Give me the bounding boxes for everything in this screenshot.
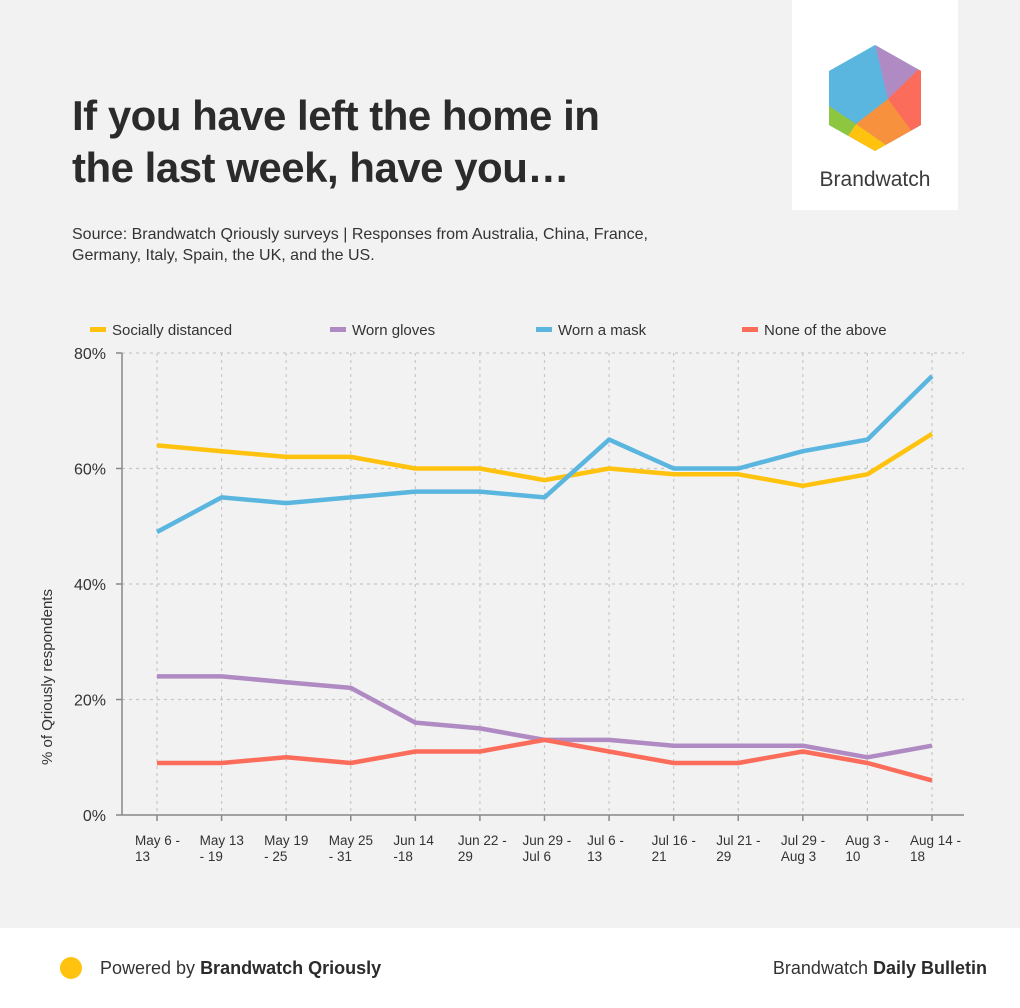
x-tick-label-line: 10 <box>845 849 860 864</box>
x-tick-label-3: May 25- 31 <box>329 833 373 864</box>
x-tick-label-line: - 19 <box>200 849 223 864</box>
x-tick-label-line: Aug 14 - <box>910 833 961 848</box>
y-tick-labels: 0% 20% 40% 60% 80% <box>74 346 106 825</box>
x-tick-label-line: Aug 3 <box>781 849 816 864</box>
x-tick-label-line: Jun 14 <box>393 833 434 848</box>
legend-label-1: Worn gloves <box>352 322 435 339</box>
x-tick-label-line: Jul 16 - <box>652 833 696 848</box>
x-tick-label-line: 21 <box>652 849 667 864</box>
x-tick-label-2: May 19- 25 <box>264 833 308 864</box>
chart-series <box>155 374 934 783</box>
bulletin-prefix: Brandwatch <box>772 958 873 978</box>
x-tick-label-9: Jul 21 -29 <box>716 833 760 864</box>
line-chart: Socially distanced Worn gloves Worn a mask… <box>39 322 964 864</box>
x-tick-label-6: Jun 29 -Jul 6 <box>523 833 572 864</box>
x-tick-label-line: 18 <box>910 849 925 864</box>
series-line-none-of-the-above <box>157 737 933 783</box>
x-tick-label-7: Jul 6 -13 <box>587 833 624 864</box>
chart-legend: Socially distanced Worn gloves Worn a mask… <box>90 322 887 339</box>
y-tick-label-4: 80% <box>74 346 106 363</box>
yellow-dot-icon <box>60 957 82 979</box>
y-tick-label-1: 20% <box>74 693 106 710</box>
chart-grid <box>122 352 964 815</box>
legend-swatch-1 <box>330 327 346 332</box>
x-tick-label-line: 13 <box>587 849 602 864</box>
legend-label-2: Worn a mask <box>558 322 647 339</box>
powered-by-text: Powered by Brandwatch Qriously <box>100 958 381 979</box>
x-tick-label-line: Jul 6 - <box>587 833 624 848</box>
x-tick-label-12: Aug 14 -18 <box>910 833 961 864</box>
powered-by-prefix: Powered by <box>100 958 201 978</box>
x-tick-label-line: May 25 <box>329 833 373 848</box>
source-note: Source: Brandwatch Qriously surveys | Re… <box>72 226 648 264</box>
x-tick-label-11: Aug 3 -10 <box>845 833 889 864</box>
x-tick-label-line: Jun 29 - <box>523 833 572 848</box>
x-tick-label-line: 29 <box>458 849 473 864</box>
brandwatch-logo-card: Brandwatch <box>792 0 958 210</box>
powered-by-brand: Brandwatch Qriously <box>200 958 382 978</box>
x-tick-label-10: Jul 29 -Aug 3 <box>781 833 825 864</box>
y-axis-label: % of Qriously respondents <box>39 589 56 765</box>
legend-swatch-2 <box>536 327 552 332</box>
x-tick-label-0: May 6 -13 <box>135 833 180 864</box>
series-line-worn-a-mask <box>155 374 934 534</box>
x-tick-label-8: Jul 16 -21 <box>652 833 696 864</box>
x-tick-label-line: May 13 <box>200 833 244 848</box>
y-tick-label-2: 40% <box>74 577 106 594</box>
x-tick-label-line: Jul 6 <box>523 849 552 864</box>
x-tick-label-line: 13 <box>135 849 150 864</box>
bulletin-name: Daily Bulletin <box>872 958 987 978</box>
legend-swatch-0 <box>90 327 106 332</box>
x-tick-label-1: May 13- 19 <box>200 833 244 864</box>
y-tick-label-0: 0% <box>83 808 106 825</box>
x-tick-label-line: Aug 3 - <box>845 833 889 848</box>
x-tick-label-line: Jul 29 - <box>781 833 825 848</box>
x-tick-label-line: Jul 21 - <box>716 833 760 848</box>
footer: Powered by Brandwatch Qriously Brandwatc… <box>0 928 1020 1008</box>
chart-title: If you have left the home in the last we… <box>72 90 672 194</box>
y-tick-label-3: 60% <box>74 462 106 479</box>
brandwatch-hexagon-icon <box>829 45 921 151</box>
legend-label-0: Socially distanced <box>112 322 232 339</box>
chart-axes <box>116 352 964 821</box>
x-tick-label-line: May 19 <box>264 833 308 848</box>
legend-label-3: None of the above <box>764 322 887 339</box>
x-tick-label-line: - 31 <box>329 849 352 864</box>
x-tick-label-line: May 6 - <box>135 833 180 848</box>
series-line-socially-distanced <box>156 431 934 489</box>
x-tick-label-line: Jun 22 - <box>458 833 507 848</box>
brandwatch-logo-text: Brandwatch <box>819 168 931 191</box>
legend-swatch-3 <box>742 327 758 332</box>
daily-bulletin-text: Brandwatch Daily Bulletin <box>773 958 987 979</box>
x-tick-label-line: 29 <box>716 849 731 864</box>
chart-title-line-1: If you have left the home in <box>72 92 600 139</box>
x-tick-label-line: -18 <box>393 849 413 864</box>
x-tick-label-4: Jun 14 -18 <box>393 833 434 864</box>
x-tick-label-5: Jun 22 -29 <box>458 833 507 864</box>
x-tick-label-line: - 25 <box>264 849 287 864</box>
chart-title-line-2: the last week, have you… <box>72 144 569 191</box>
